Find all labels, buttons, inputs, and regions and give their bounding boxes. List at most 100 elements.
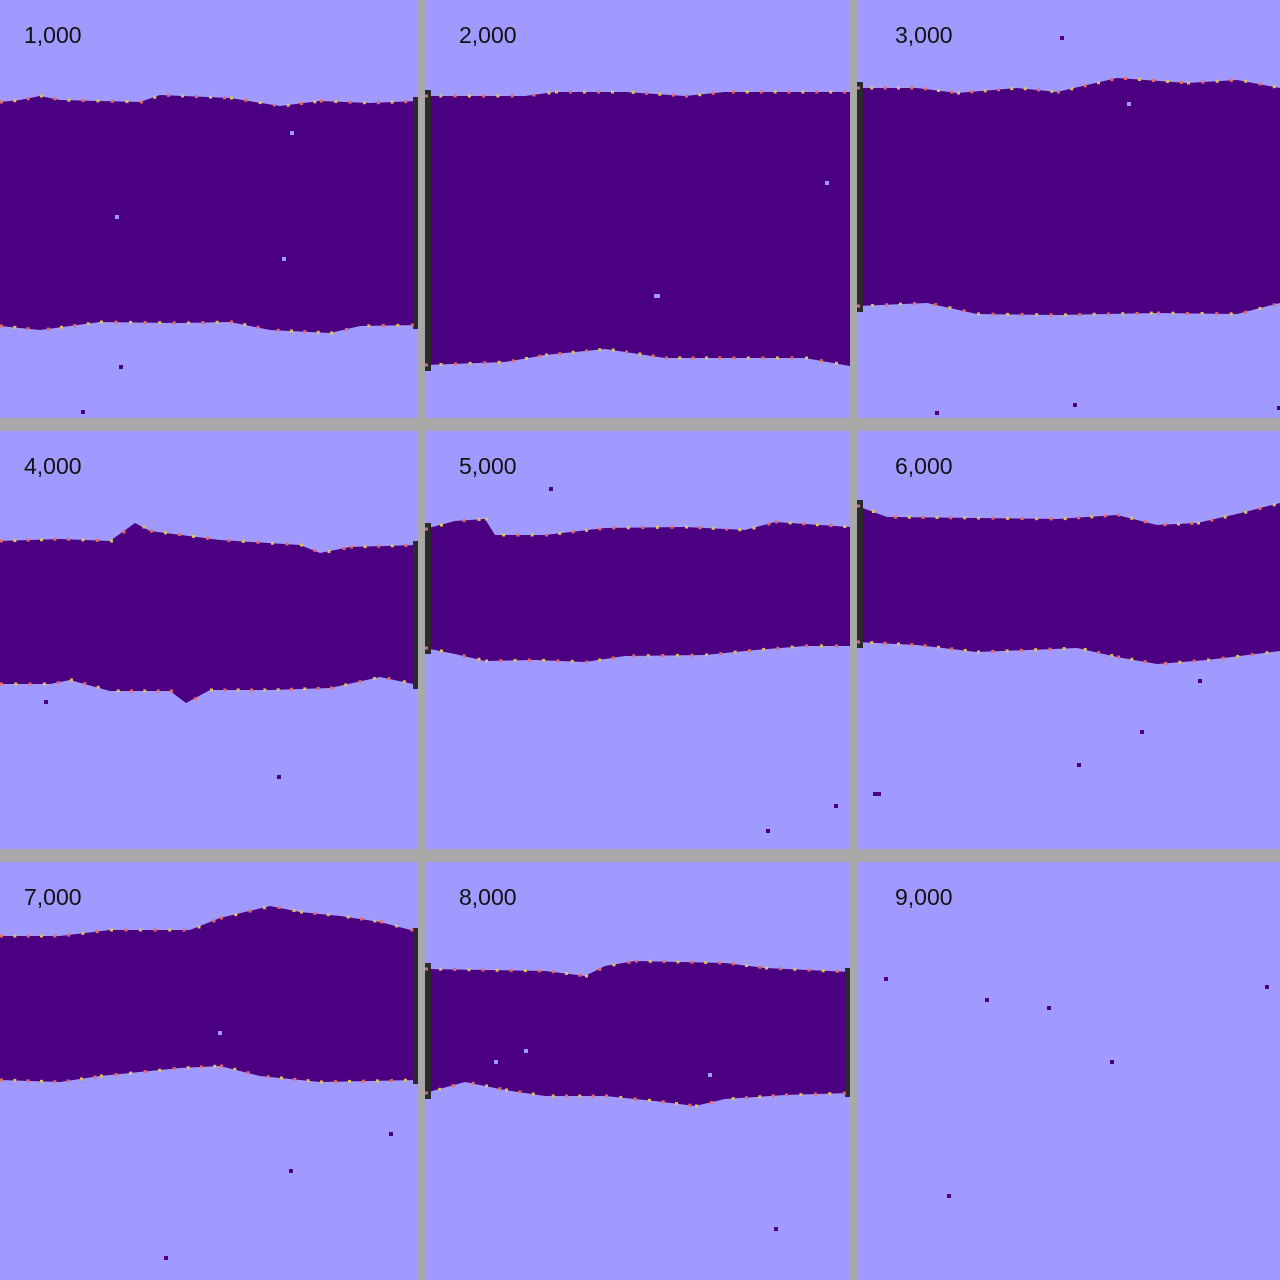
band-edge-left xyxy=(857,500,863,648)
panel-label: 9,000 xyxy=(895,884,953,910)
boundary-particle xyxy=(142,525,146,529)
boundary-particle xyxy=(248,909,252,913)
boundary-particle xyxy=(158,1068,162,1072)
band-region xyxy=(857,503,1280,664)
boundary-particle xyxy=(130,689,133,693)
boundary-particle xyxy=(752,526,756,530)
boundary-particle xyxy=(815,90,819,94)
boundary-particle xyxy=(698,93,702,97)
boundary-particle xyxy=(805,644,808,648)
boundary-particle xyxy=(100,1074,103,1078)
boundary-particle xyxy=(439,94,443,98)
boundary-particle xyxy=(258,101,262,105)
speck-particle xyxy=(524,1049,528,1053)
boundary-particle xyxy=(40,934,43,938)
boundary-particle xyxy=(425,363,428,367)
boundary-particle xyxy=(510,94,514,98)
boundary-particle xyxy=(775,356,779,360)
boundary-particle xyxy=(843,525,847,528)
boundary-particle xyxy=(1049,517,1053,521)
boundary-particle xyxy=(758,1095,762,1099)
boundary-particle xyxy=(648,959,652,963)
boundary-particle xyxy=(605,1094,608,1098)
boundary-particle xyxy=(738,528,742,532)
boundary-particle xyxy=(1272,503,1276,507)
boundary-particle xyxy=(122,530,126,534)
snapshot-panel-1: 1,000 xyxy=(0,0,418,418)
boundary-particle xyxy=(153,928,157,932)
boundary-particle xyxy=(300,102,303,105)
boundary-particle xyxy=(1048,647,1052,651)
boundary-particle xyxy=(962,309,966,313)
boundary-particle xyxy=(346,915,350,919)
boundary-particle xyxy=(690,960,694,964)
boundary-particle xyxy=(1083,648,1087,651)
boundary-particle xyxy=(570,659,574,663)
boundary-particle xyxy=(1197,521,1200,525)
boundary-particle xyxy=(1010,87,1014,91)
boundary-particle xyxy=(632,654,636,658)
boundary-particle xyxy=(300,543,303,547)
boundary-particle xyxy=(991,312,995,316)
speck-particle xyxy=(985,998,989,1002)
boundary-particle xyxy=(168,928,172,932)
boundary-particle xyxy=(542,658,546,662)
boundary-particle xyxy=(327,550,331,553)
boundary-particle xyxy=(181,94,184,98)
boundary-particle xyxy=(793,967,797,971)
boundary-particle xyxy=(1090,515,1094,519)
boundary-particle xyxy=(404,543,408,547)
speck-particle xyxy=(164,1256,168,1260)
snapshot-canvas xyxy=(0,431,418,849)
band-region xyxy=(0,95,418,333)
boundary-particle xyxy=(1164,661,1168,665)
boundary-particle xyxy=(334,1080,337,1084)
boundary-particle xyxy=(236,688,240,692)
boundary-particle xyxy=(970,90,974,94)
boundary-particle xyxy=(1201,80,1205,84)
boundary-particle xyxy=(558,531,562,535)
boundary-particle xyxy=(40,94,43,98)
boundary-particle xyxy=(835,644,838,648)
boundary-particle xyxy=(303,687,307,691)
boundary-particle xyxy=(645,91,648,95)
boundary-particle xyxy=(1062,647,1066,651)
boundary-particle xyxy=(1229,78,1233,82)
boundary-particle xyxy=(1063,517,1067,521)
boundary-particle xyxy=(1152,79,1155,82)
boundary-particle xyxy=(67,933,71,937)
boundary-particle xyxy=(732,356,736,360)
boundary-particle xyxy=(483,361,487,365)
boundary-particle xyxy=(143,689,147,693)
boundary-particle xyxy=(293,1077,297,1081)
boundary-particle xyxy=(241,539,245,543)
speck-particle xyxy=(884,977,888,981)
boundary-particle xyxy=(223,688,227,692)
boundary-particle xyxy=(81,99,85,102)
boundary-particle xyxy=(320,1080,323,1084)
boundary-particle xyxy=(583,90,586,94)
boundary-particle xyxy=(285,542,289,546)
panel-label: 6,000 xyxy=(895,453,953,479)
boundary-particle xyxy=(230,320,233,324)
boundary-particle xyxy=(913,302,916,306)
snapshot-panel-7: 7,000 xyxy=(0,862,418,1280)
boundary-particle xyxy=(759,90,763,94)
boundary-particle xyxy=(761,356,765,360)
boundary-particle xyxy=(690,653,694,657)
boundary-particle xyxy=(233,1067,237,1071)
boundary-particle xyxy=(453,968,457,971)
boundary-particle xyxy=(688,1103,692,1107)
boundary-particle xyxy=(1236,654,1240,658)
speck-particle xyxy=(1060,36,1064,40)
speck-particle xyxy=(389,1132,393,1136)
boundary-particle xyxy=(170,689,173,693)
boundary-particle xyxy=(983,89,987,93)
boundary-particle xyxy=(53,1080,57,1084)
boundary-particle xyxy=(585,660,588,664)
boundary-particle xyxy=(498,1087,502,1091)
boundary-particle xyxy=(1138,78,1141,81)
boundary-particle xyxy=(42,682,46,686)
snapshot-panel-6: 6,000 xyxy=(857,431,1280,849)
